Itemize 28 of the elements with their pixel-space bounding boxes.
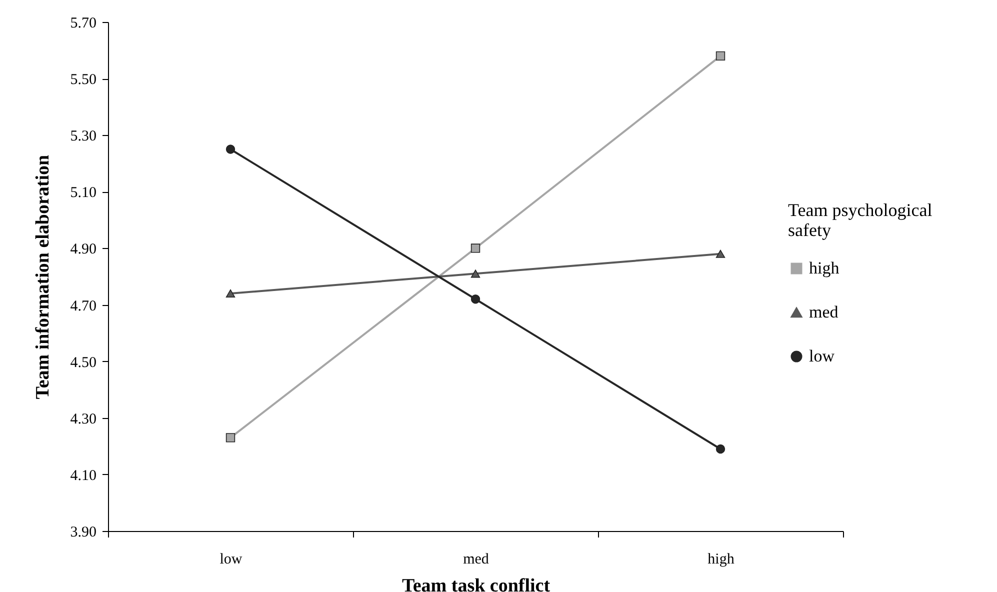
y-tick-label: 4.70 [70,298,96,314]
point [716,444,726,454]
point [226,289,236,298]
y-tick-label: 4.90 [70,242,96,258]
point [716,250,726,258]
point [226,433,236,442]
y-tick-label: 4.50 [70,354,96,371]
point [226,144,236,154]
y-axis-title: Team information elaboration [32,154,54,400]
legend-label: low [809,346,836,366]
y-tick-label: 4.30 [70,411,96,428]
x-tick-label: med [463,552,490,568]
y-tick-label: 5.30 [70,128,96,145]
point [470,244,480,253]
y-tick-label: 5.10 [70,185,96,202]
y-tick-label: 3.90 [70,524,96,540]
point [470,294,480,304]
legend-label: med [809,302,839,322]
y-tick-label: 5.50 [70,72,96,88]
y-tick-label: 4.10 [70,468,96,484]
point [716,51,726,61]
x-axis-title: Team task conflict [402,576,551,592]
x-tick-label: high [708,552,735,568]
legend-title: Team psychological safety [788,200,932,240]
point [470,270,480,278]
legend-label: high [809,258,840,278]
x-tick-label: low [220,552,242,568]
y-tick-label: 5.70 [70,16,96,32]
